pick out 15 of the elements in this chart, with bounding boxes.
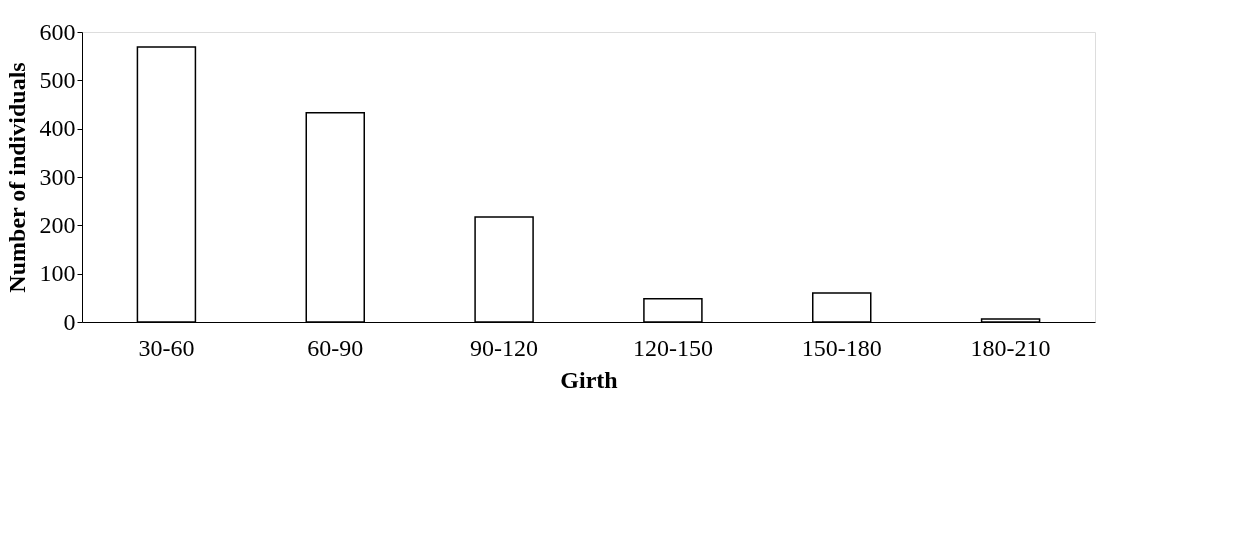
y-tick-label: 300 xyxy=(39,163,76,190)
x-tick-label: 60-90 xyxy=(307,334,364,361)
y-tick-label: 600 xyxy=(39,18,76,45)
x-tick-label: 90-120 xyxy=(470,334,539,361)
x-tick-label: 150-180 xyxy=(801,334,882,361)
y-tick-label: 0 xyxy=(63,308,76,335)
y-tick-label: 200 xyxy=(39,211,76,238)
y-tick-label: 500 xyxy=(39,66,76,93)
x-tick-label: 30-60 xyxy=(138,334,195,361)
y-axis-title: Number of individuals xyxy=(3,62,30,293)
x-tick-label: 180-210 xyxy=(970,334,1051,361)
y-tick-label: 100 xyxy=(39,260,76,287)
x-axis-title: Girth xyxy=(560,366,618,393)
y-tick-label: 400 xyxy=(39,115,76,142)
x-tick-label: 120-150 xyxy=(632,334,713,361)
